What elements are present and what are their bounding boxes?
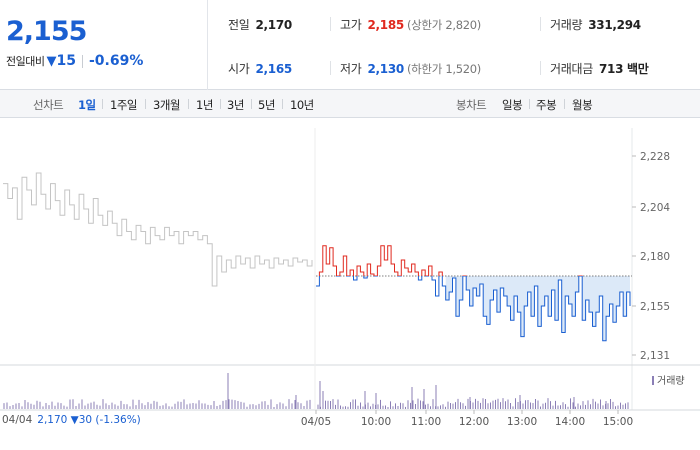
tab-weekly[interactable]: 주봉 bbox=[536, 98, 557, 112]
divider bbox=[564, 99, 565, 109]
upper-limit-note: (상한가 2,820) bbox=[406, 18, 481, 32]
stat-volume: 거래량 331,294 bbox=[550, 16, 641, 33]
tab-10y[interactable]: 10년 bbox=[290, 98, 314, 112]
volume-swatch bbox=[652, 376, 654, 385]
x-tick-label: 04/05 bbox=[301, 416, 331, 428]
divider bbox=[540, 17, 541, 31]
divider bbox=[145, 99, 146, 109]
x-tick-label: 10:00 bbox=[361, 416, 391, 428]
x-tick-label: 12:00 bbox=[459, 416, 489, 428]
change-amount: 15 bbox=[56, 53, 76, 69]
x-tick-label: 11:00 bbox=[411, 416, 441, 428]
stat-amount-value: 713 백만 bbox=[598, 62, 649, 76]
stat-prev-label: 전일 bbox=[228, 18, 250, 32]
x-tick-label: 13:00 bbox=[507, 416, 537, 428]
quote-header: 2,155 전일대비 ▼ 15 -0.69% 전일 2,170 고가 2,185 (상… bbox=[0, 0, 700, 90]
today-series-line-up bbox=[318, 245, 583, 276]
volume-legend-label: 거래량 bbox=[657, 376, 685, 387]
tab-3y[interactable]: 3년 bbox=[227, 98, 244, 112]
change-label: 전일대비 bbox=[6, 55, 45, 68]
stat-amount-label: 거래대금 bbox=[550, 62, 593, 76]
stat-low-label: 저가 bbox=[340, 62, 362, 76]
stat-high: 고가 2,185 (상한가 2,820) bbox=[340, 16, 481, 33]
stat-prev: 전일 2,170 bbox=[228, 16, 292, 33]
divider bbox=[251, 99, 252, 109]
divider bbox=[220, 99, 221, 109]
y-tick-label: 2,204 bbox=[640, 202, 670, 214]
prev-day-series-line bbox=[3, 172, 313, 287]
x-tick-label: 14:00 bbox=[555, 416, 585, 428]
lower-limit-note: (하한가 1,520) bbox=[406, 62, 481, 76]
stat-open: 시가 2,165 bbox=[228, 60, 292, 77]
tab-1w[interactable]: 1주일 bbox=[110, 98, 137, 112]
price-summary: 2,155 전일대비 ▼ 15 -0.69% bbox=[0, 0, 208, 90]
change-percent: -0.69% bbox=[88, 53, 144, 69]
stat-low: 저가 2,130 (하한가 1,520) bbox=[340, 60, 481, 77]
tab-1d[interactable]: 1일 bbox=[78, 98, 96, 112]
y-tick-label: 2,155 bbox=[640, 301, 670, 313]
prev-day-axis-label: 04/04 2,170 ▼30 (-1.36%) bbox=[2, 414, 141, 426]
divider bbox=[330, 61, 331, 75]
tab-monthly[interactable]: 월봉 bbox=[572, 98, 593, 112]
tab-daily[interactable]: 일봉 bbox=[502, 98, 523, 112]
tab-5y[interactable]: 5년 bbox=[258, 98, 275, 112]
chart-period-tabs: 선차트 1일 1주일 3개월 1년 3년 5년 10년 봉차트 일봉 주봉 월봉 bbox=[0, 90, 700, 118]
stat-volume-label: 거래량 bbox=[550, 18, 583, 32]
stat-high-value: 2,185 bbox=[367, 18, 404, 32]
x-tick-label: 15:00 bbox=[603, 416, 633, 428]
tab-1y[interactable]: 1년 bbox=[196, 98, 213, 112]
divider bbox=[540, 61, 541, 75]
divider bbox=[282, 99, 283, 109]
stat-open-label: 시가 bbox=[228, 62, 250, 76]
divider bbox=[81, 54, 83, 68]
y-tick-label: 2,180 bbox=[640, 251, 670, 263]
down-arrow-icon: ▼ bbox=[46, 53, 57, 69]
current-price: 2,155 bbox=[6, 16, 87, 47]
stat-prev-value: 2,170 bbox=[255, 18, 292, 32]
stat-volume-value: 331,294 bbox=[588, 18, 641, 32]
stat-high-label: 고가 bbox=[340, 18, 362, 32]
stat-amount: 거래대금 713 백만 bbox=[550, 60, 649, 77]
stat-low-value: 2,130 bbox=[367, 62, 404, 76]
tab-3m[interactable]: 3개월 bbox=[153, 98, 180, 112]
divider bbox=[102, 99, 103, 109]
change-row: 전일대비 ▼ 15 -0.69% bbox=[6, 53, 143, 69]
stat-open-value: 2,165 bbox=[255, 62, 292, 76]
prev-date-label: 04/04 bbox=[2, 414, 33, 426]
line-chart-label: 선차트 bbox=[33, 98, 64, 112]
divider bbox=[188, 99, 189, 109]
prev-day-summary: 2,170 ▼30 (-1.36%) bbox=[37, 414, 141, 426]
volume-legend: 거래량 bbox=[652, 372, 685, 387]
candle-chart-label: 봉차트 bbox=[456, 98, 487, 112]
divider bbox=[529, 99, 530, 109]
today-series-line-down bbox=[316, 276, 631, 342]
y-tick-label: 2,228 bbox=[640, 151, 670, 163]
y-tick-label: 2,131 bbox=[640, 350, 670, 362]
divider bbox=[330, 17, 331, 31]
